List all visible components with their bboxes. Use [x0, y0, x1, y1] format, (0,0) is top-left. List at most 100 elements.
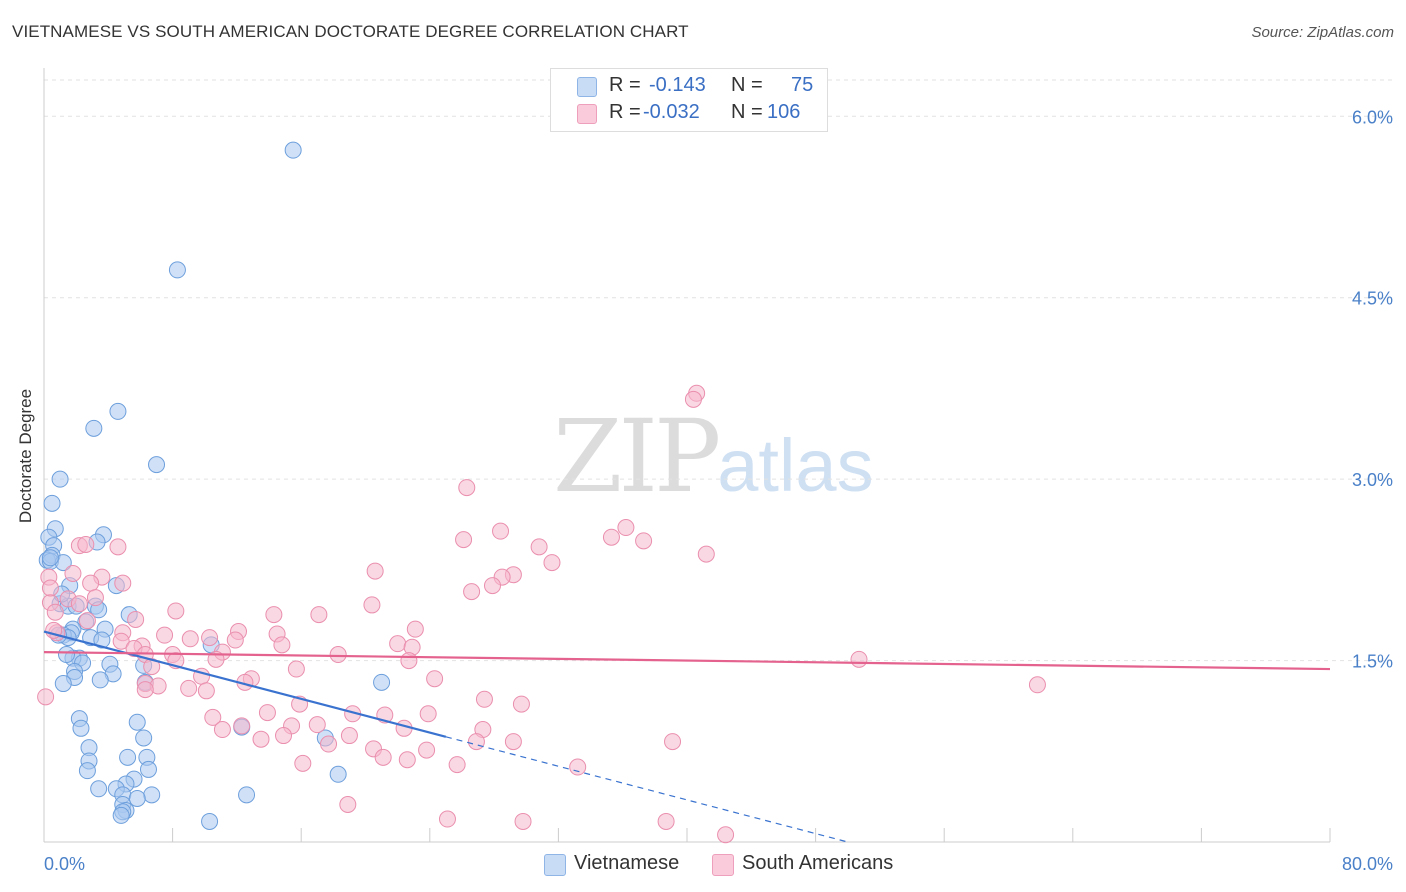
legend-swatch-south-americans: [577, 104, 597, 124]
data-point: [664, 733, 682, 751]
data-point: [400, 652, 418, 670]
legend-r-value: -0.143: [649, 74, 706, 96]
data-point: [320, 735, 338, 753]
data-point: [635, 532, 653, 550]
data-point: [204, 708, 222, 726]
data-point: [329, 646, 347, 664]
y-tick-label: 6.0%: [1352, 107, 1393, 127]
data-point: [514, 812, 532, 830]
data-point: [543, 554, 561, 572]
y-tick-label: 1.5%: [1352, 652, 1393, 672]
data-point: [58, 646, 76, 664]
data-point: [70, 595, 88, 613]
data-point: [426, 670, 444, 688]
data-point: [135, 729, 153, 747]
data-point: [455, 531, 473, 549]
data-point: [43, 494, 61, 512]
grid-lines: [44, 79, 1392, 662]
data-point: [258, 704, 276, 722]
data-point: [72, 719, 90, 737]
data-point: [112, 806, 130, 824]
data-point: [310, 606, 328, 624]
data-point: [273, 636, 291, 654]
data-point: [252, 730, 270, 748]
data-point: [168, 261, 186, 279]
data-point: [374, 748, 392, 766]
data-point: [86, 589, 104, 607]
trend-line-vietnamese: [43, 630, 447, 738]
source-label: Source: ZipAtlas.com: [1251, 24, 1394, 41]
y-tick-label: 3.0%: [1352, 470, 1393, 490]
data-point: [530, 538, 548, 556]
watermark-zip: ZIP: [553, 398, 721, 515]
data-point: [109, 402, 127, 420]
data-point: [684, 390, 702, 408]
legend-n-label: N =: [731, 101, 763, 123]
data-point: [93, 631, 111, 649]
legend-swatch-vietnamese: [577, 77, 597, 97]
data-point: [109, 538, 127, 556]
bottom-legend-label: South Americans: [742, 852, 894, 874]
legend-n-label: N =: [731, 74, 763, 96]
data-point: [201, 812, 219, 830]
data-point: [139, 760, 157, 778]
data-point: [64, 564, 82, 582]
data-point: [148, 456, 166, 474]
data-point: [54, 675, 72, 693]
data-point: [136, 681, 154, 699]
data-point: [156, 626, 174, 644]
chart-title: VIETNAMESE VS SOUTH AMERICAN DOCTORATE D…: [12, 22, 689, 41]
data-point: [201, 629, 219, 647]
data-point: [119, 748, 137, 766]
data-point: [340, 727, 358, 745]
x-tick-label: 0.0%: [44, 854, 85, 874]
bottom-legend-swatch-south-americans: [712, 854, 734, 876]
data-point: [308, 716, 326, 734]
watermark: ZIPatlas: [553, 398, 874, 515]
data-point: [238, 786, 256, 804]
data-point: [128, 789, 146, 807]
data-point: [82, 574, 100, 592]
data-point: [85, 419, 103, 437]
trend-line-south-americans: [43, 651, 1331, 671]
data-point: [419, 705, 437, 723]
bottom-legend-swatch-vietnamese: [544, 854, 566, 876]
series-vietnamese: [38, 141, 391, 830]
data-point: [51, 470, 69, 488]
data-point: [389, 635, 407, 653]
tick-labels: 1.5% 3.0% 4.5% 6.0% 0.0% 80.0%: [44, 107, 1393, 874]
data-point: [475, 690, 493, 708]
data-point: [181, 630, 199, 648]
data-point: [373, 673, 391, 691]
data-point: [717, 826, 735, 844]
data-point: [275, 727, 293, 745]
data-point: [197, 682, 215, 700]
watermark-atlas: atlas: [717, 424, 874, 507]
data-point: [617, 519, 635, 537]
data-point: [41, 579, 59, 597]
data-point: [78, 612, 96, 630]
data-point: [467, 733, 485, 751]
legend-row-south-americans: R = -0.032 N = 106: [551, 101, 827, 127]
legend-row-vietnamese: R = -0.143 N = 75: [551, 74, 827, 100]
data-point: [657, 812, 675, 830]
data-point: [448, 756, 466, 774]
data-point: [112, 632, 130, 650]
data-point: [398, 751, 416, 769]
data-point: [602, 528, 620, 546]
data-point: [41, 549, 59, 567]
data-point: [697, 545, 715, 563]
legend-r-label: R =: [609, 101, 641, 123]
data-point: [128, 713, 146, 731]
data-point: [77, 535, 95, 553]
x-tick-label: 80.0%: [1342, 854, 1393, 874]
data-point: [91, 671, 109, 689]
data-point: [226, 631, 244, 649]
data-point: [167, 602, 185, 620]
axes: [43, 68, 1331, 843]
legend-n-value: 106: [767, 101, 801, 123]
data-point: [143, 786, 161, 804]
data-point: [90, 780, 108, 798]
legend-r-label: R =: [609, 74, 641, 96]
